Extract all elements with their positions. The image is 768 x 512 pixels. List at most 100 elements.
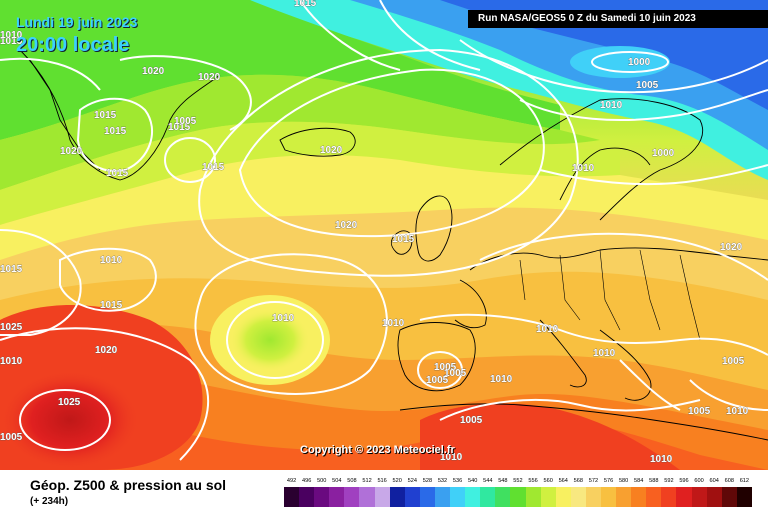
isobar-label: 1010	[0, 356, 23, 367]
subtropical-high-core	[0, 370, 140, 470]
legend-swatch	[661, 487, 677, 507]
legend-value: 540	[468, 478, 478, 484]
legend-swatch	[314, 487, 330, 507]
legend-swatch	[616, 487, 632, 507]
legend-value: 548	[498, 478, 508, 484]
legend-swatch	[646, 487, 662, 507]
legend-swatch	[525, 487, 541, 507]
isobar-label: 1010	[650, 454, 673, 465]
lead-time: (+ 234h)	[30, 496, 69, 507]
isobar-label: 1010	[726, 406, 749, 417]
isobar-label: 1010	[0, 30, 23, 41]
isobar-label: 1000	[652, 148, 675, 159]
legend-swatch	[691, 487, 707, 507]
legend-value: 576	[603, 478, 614, 484]
isobar-label: 1005	[688, 406, 711, 417]
legend-value: 516	[377, 478, 387, 484]
legend-value: 560	[543, 478, 553, 484]
legend-value: 564	[558, 478, 568, 484]
isobar-label: 1005	[444, 368, 467, 379]
legend-value: 600	[694, 478, 704, 484]
legend-swatch	[600, 487, 617, 507]
legend-swatch	[299, 487, 315, 507]
legend-value: 612	[739, 478, 750, 484]
isobar-label: 1005	[434, 362, 457, 373]
legend-value: 604	[709, 478, 719, 484]
footer-bar: Géop. Z500 & pression au sol (+ 234h) 49…	[0, 470, 768, 512]
isobar-labels: 1015 1020 1025 1000 1005 1010 1015 1020 …	[0, 0, 749, 465]
isobar-label: 1010	[440, 452, 463, 463]
legend-value: 520	[392, 478, 402, 484]
isobar-label: 1020	[60, 146, 83, 157]
legend-labels: 492 496 500 504 508 512 516 520 524 528 532 536 540 5…	[284, 478, 752, 484]
legend-value: 504	[332, 478, 342, 484]
forecast-local-time: 20:00 locale	[16, 34, 130, 56]
isobar-label: 1015	[94, 110, 117, 121]
isobar-label: 1010	[536, 324, 559, 335]
legend-swatch	[721, 487, 737, 507]
legend-value: 508	[347, 478, 357, 484]
legend-swatch	[495, 487, 511, 507]
isobar-label: 1010	[382, 318, 405, 329]
map-canvas: 1015 1020 1025 1000 1005 1010 1015 1020 …	[0, 0, 768, 470]
copyright-notice: Copyright © 2023 Meteociel.fr	[300, 444, 455, 456]
legend-swatch	[570, 487, 586, 507]
legend-swatch	[404, 487, 420, 507]
isobar-label: 1000	[628, 57, 651, 68]
forecast-map: 1015 1020 1025 1000 1005 1010 1015 1020 …	[0, 0, 768, 470]
forecast-date: Lundi 19 juin 2023	[16, 14, 138, 30]
legend-value: 596	[679, 478, 689, 484]
legend-value: 572	[588, 478, 599, 484]
model-run-label: Run NASA/GEOS5 0 Z du Samedi 10 juin 202…	[468, 10, 768, 28]
isobar-label: 1015	[202, 162, 225, 173]
isobar-label: 1015	[100, 300, 123, 311]
legend-value: 500	[317, 478, 327, 484]
isobar-label: 1010	[572, 163, 595, 174]
legend-swatch	[510, 487, 526, 507]
legend-value: 496	[301, 478, 312, 484]
isobar-label: 1020	[142, 66, 165, 77]
legend-swatch	[389, 487, 405, 507]
legend-value: 528	[422, 478, 433, 484]
legend-swatch	[555, 487, 571, 507]
legend-swatch	[631, 487, 647, 507]
parameter-title: Géop. Z500 & pression au sol	[30, 477, 227, 493]
legend-swatch	[736, 487, 752, 507]
isobar-label: 1010	[100, 255, 123, 266]
isobar-label: 1005	[174, 116, 197, 127]
legend-value: 512	[362, 478, 372, 484]
legend-swatch	[284, 487, 300, 507]
legend-value: 552	[513, 478, 523, 484]
legend-value: 556	[528, 478, 538, 484]
isobar-label: 1015	[106, 168, 129, 179]
legend-swatch	[585, 487, 601, 507]
isobar-label: 1005	[426, 375, 449, 386]
isobar-label: 1010	[272, 313, 295, 324]
isobars	[0, 0, 768, 460]
legend-swatch	[374, 487, 390, 507]
legend-value: 492	[286, 478, 297, 484]
isobar-label: 1025	[58, 397, 81, 408]
legend-swatch	[480, 487, 496, 507]
isobar-label: 1005	[460, 415, 483, 426]
isobar-label: 1010	[490, 374, 513, 385]
legend-swatch	[434, 487, 451, 507]
legend-swatch	[540, 487, 556, 507]
isobar-label: 1010	[593, 348, 616, 359]
isobar-label: 1010	[600, 100, 623, 111]
legend-value: 592	[664, 478, 674, 484]
legend-swatch	[450, 487, 466, 507]
isobar-label: 1015	[168, 122, 191, 133]
isobar-label: 1015	[0, 264, 23, 275]
legend-swatch	[465, 487, 481, 507]
legend-swatch	[676, 487, 692, 507]
isobar-label: 1015	[392, 234, 415, 245]
isobar-label: 1020	[198, 72, 221, 83]
legend-swatch	[359, 487, 375, 507]
legend-swatches	[284, 487, 752, 507]
legend-swatch	[706, 487, 722, 507]
legend-value: 608	[724, 478, 734, 484]
north-africa-ridge	[420, 403, 680, 470]
legend-value: 568	[573, 478, 583, 484]
isobar-label: 1020	[335, 220, 358, 231]
